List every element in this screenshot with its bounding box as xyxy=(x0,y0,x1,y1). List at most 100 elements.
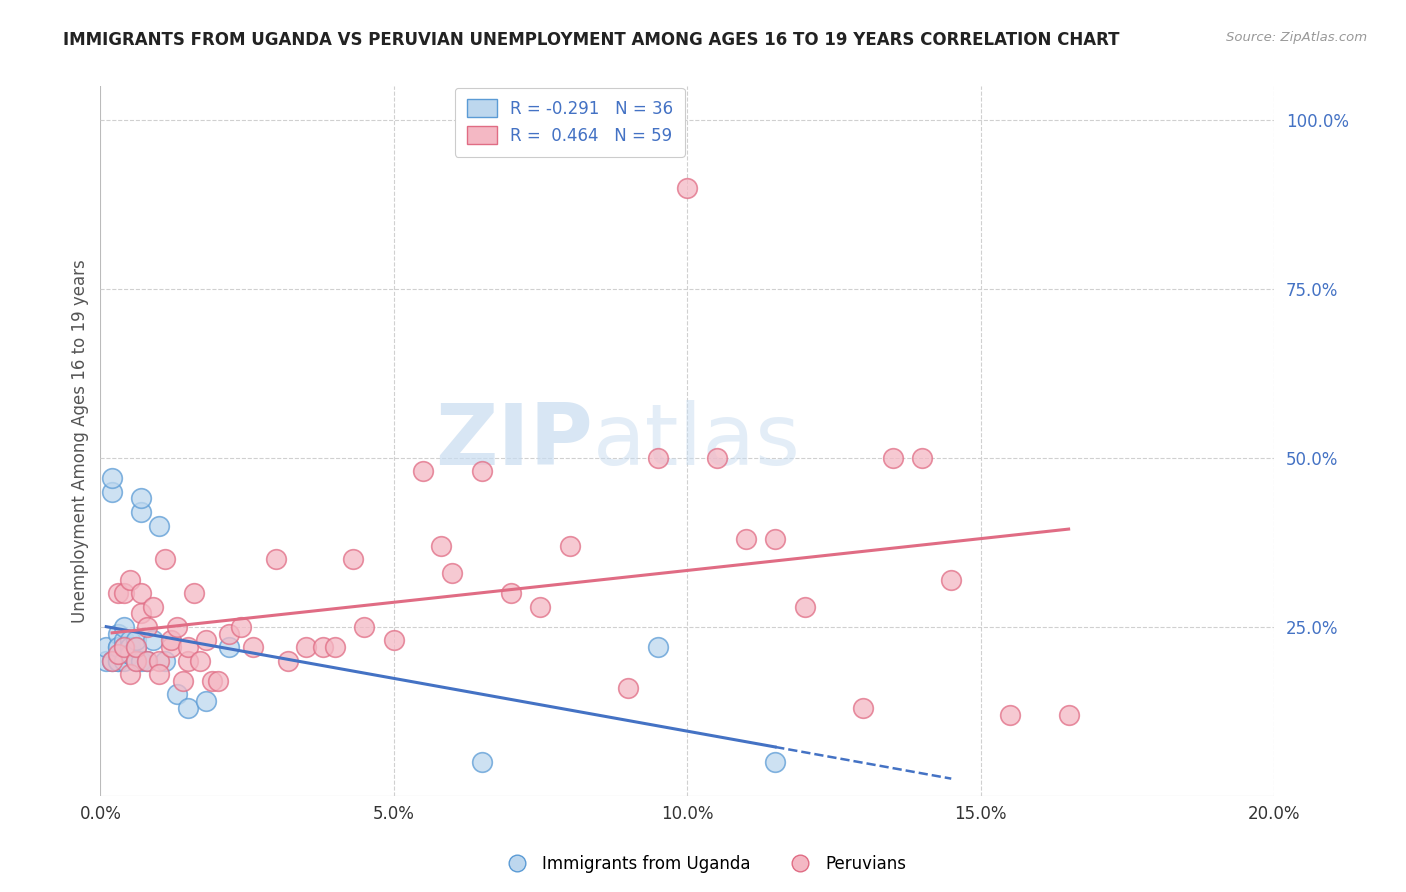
Point xyxy=(118,573,141,587)
Point xyxy=(124,654,146,668)
Text: Source: ZipAtlas.com: Source: ZipAtlas.com xyxy=(1226,31,1367,45)
Y-axis label: Unemployment Among Ages 16 to 19 years: Unemployment Among Ages 16 to 19 years xyxy=(72,260,89,623)
Point xyxy=(172,673,194,688)
Point xyxy=(998,707,1021,722)
Point xyxy=(101,484,124,499)
Point xyxy=(166,687,188,701)
Point xyxy=(177,654,200,668)
Point xyxy=(763,755,786,769)
Point xyxy=(159,633,181,648)
Point xyxy=(118,640,141,654)
Point xyxy=(112,640,135,654)
Point xyxy=(882,450,904,465)
Point xyxy=(266,552,288,566)
Point xyxy=(647,450,669,465)
Text: atlas: atlas xyxy=(593,400,801,483)
Point xyxy=(96,654,118,668)
Point xyxy=(107,654,129,668)
Legend: R = -0.291   N = 36, R =  0.464   N = 59: R = -0.291 N = 36, R = 0.464 N = 59 xyxy=(456,87,685,157)
Point xyxy=(112,633,135,648)
Point xyxy=(471,465,494,479)
Point xyxy=(107,626,129,640)
Point xyxy=(1057,707,1080,722)
Point xyxy=(166,620,188,634)
Point xyxy=(118,647,141,661)
Point xyxy=(101,654,124,668)
Point xyxy=(112,620,135,634)
Point xyxy=(148,518,170,533)
Point xyxy=(242,640,264,654)
Point xyxy=(941,573,963,587)
Point xyxy=(131,586,153,600)
Point xyxy=(101,654,124,668)
Point xyxy=(131,505,153,519)
Point xyxy=(131,607,153,621)
Point xyxy=(231,620,253,634)
Point xyxy=(734,532,756,546)
Point xyxy=(852,701,875,715)
Point xyxy=(96,640,118,654)
Point xyxy=(793,599,815,614)
Point xyxy=(118,647,141,661)
Point xyxy=(148,654,170,668)
Text: IMMIGRANTS FROM UGANDA VS PERUVIAN UNEMPLOYMENT AMONG AGES 16 TO 19 YEARS CORREL: IMMIGRANTS FROM UGANDA VS PERUVIAN UNEMP… xyxy=(63,31,1119,49)
Point xyxy=(323,640,346,654)
Point xyxy=(136,654,159,668)
Point xyxy=(118,633,141,648)
Point xyxy=(429,539,451,553)
Point xyxy=(207,673,229,688)
Point xyxy=(188,654,211,668)
Point xyxy=(118,640,141,654)
Point xyxy=(131,491,153,506)
Point xyxy=(312,640,335,654)
Legend: Immigrants from Uganda, Peruvians: Immigrants from Uganda, Peruvians xyxy=(494,848,912,880)
Point xyxy=(142,633,165,648)
Point xyxy=(107,586,129,600)
Point xyxy=(647,640,669,654)
Point xyxy=(107,647,129,661)
Point xyxy=(342,552,364,566)
Point xyxy=(183,586,205,600)
Point xyxy=(218,626,240,640)
Point xyxy=(107,640,129,654)
Point xyxy=(159,640,181,654)
Point xyxy=(218,640,240,654)
Point xyxy=(136,620,159,634)
Point xyxy=(124,640,146,654)
Point xyxy=(142,599,165,614)
Point xyxy=(294,640,316,654)
Point xyxy=(107,654,129,668)
Point xyxy=(107,640,129,654)
Point xyxy=(124,633,146,648)
Point xyxy=(153,552,176,566)
Point xyxy=(529,599,551,614)
Point xyxy=(195,694,218,708)
Point xyxy=(471,755,494,769)
Point xyxy=(412,465,434,479)
Point xyxy=(201,673,224,688)
Point xyxy=(911,450,934,465)
Point xyxy=(195,633,218,648)
Point xyxy=(441,566,464,580)
Point xyxy=(706,450,728,465)
Point xyxy=(118,667,141,681)
Point xyxy=(112,654,135,668)
Point xyxy=(277,654,299,668)
Point xyxy=(177,701,200,715)
Text: ZIP: ZIP xyxy=(436,400,593,483)
Point xyxy=(353,620,375,634)
Point xyxy=(676,180,699,194)
Point xyxy=(124,654,146,668)
Point xyxy=(382,633,405,648)
Point xyxy=(101,471,124,485)
Point xyxy=(617,681,640,695)
Point xyxy=(501,586,523,600)
Point xyxy=(112,640,135,654)
Point xyxy=(177,640,200,654)
Point xyxy=(124,640,146,654)
Point xyxy=(131,654,153,668)
Point xyxy=(763,532,786,546)
Point xyxy=(112,586,135,600)
Point xyxy=(148,667,170,681)
Point xyxy=(558,539,581,553)
